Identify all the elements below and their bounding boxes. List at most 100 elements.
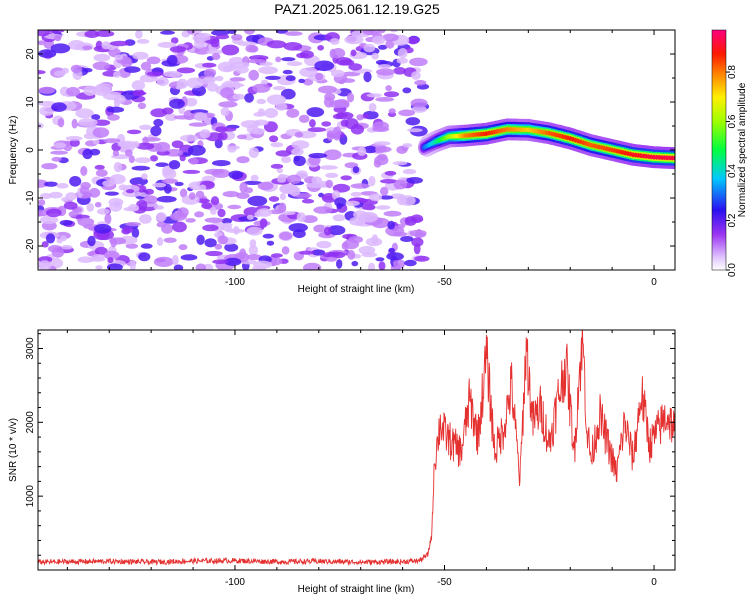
noise-blob <box>342 239 359 250</box>
noise-blob <box>378 261 386 270</box>
noise-blob <box>361 252 378 258</box>
noise-blob <box>161 178 178 184</box>
noise-blob <box>281 246 290 255</box>
noise-blob <box>246 226 263 236</box>
noise-blob <box>307 127 327 133</box>
noise-blob <box>140 243 153 249</box>
noise-blob <box>396 195 407 206</box>
noise-blob <box>106 106 125 113</box>
noise-blob <box>214 243 223 250</box>
noise-blob <box>224 257 242 266</box>
noise-blob <box>194 39 205 49</box>
noise-blob <box>94 246 108 256</box>
noise-blob <box>51 247 65 258</box>
noise-blob <box>248 45 259 53</box>
signal-point <box>584 141 588 146</box>
noise-blob <box>92 254 105 260</box>
noise-blob <box>156 237 164 246</box>
signal-point <box>633 152 638 158</box>
x-tick-label: -100 <box>225 577 245 588</box>
noise-blob <box>331 69 345 78</box>
noise-blob <box>38 86 56 94</box>
noise-blob <box>368 193 382 202</box>
noise-blob <box>224 243 239 252</box>
noise-blob <box>303 78 314 86</box>
noise-blob <box>47 30 65 34</box>
noise-blob <box>141 173 148 180</box>
noise-blob <box>140 61 152 71</box>
noise-blob <box>113 71 121 78</box>
x-tick-label: -100 <box>225 277 245 288</box>
noise-blob <box>156 212 167 222</box>
noise-blob <box>380 186 389 196</box>
spectrogram-signal-track <box>418 118 675 170</box>
noise-blob <box>170 212 187 221</box>
noise-blob <box>93 139 100 145</box>
noise-blob <box>272 86 286 91</box>
noise-blob <box>54 70 66 77</box>
chart-title: PAZ1.2025.061.12.19.G25 <box>274 1 440 17</box>
noise-blob <box>215 126 228 133</box>
noise-blob <box>404 259 417 267</box>
noise-blob <box>157 41 177 48</box>
signal-point <box>660 155 664 161</box>
noise-blob <box>228 170 244 180</box>
noise-blob <box>407 36 419 45</box>
noise-blob <box>303 262 322 270</box>
noise-blob <box>104 191 119 196</box>
noise-blob <box>383 91 400 98</box>
noise-blob <box>146 71 164 77</box>
noise-blob <box>165 113 178 121</box>
noise-blob <box>166 54 178 66</box>
noise-blob <box>138 252 151 262</box>
noise-blob <box>252 83 271 93</box>
noise-blob <box>176 78 188 89</box>
signal-point <box>639 153 643 159</box>
noise-blob <box>168 160 181 170</box>
noise-blob <box>382 33 399 42</box>
noise-blob <box>250 174 259 182</box>
noise-blob <box>215 75 224 82</box>
noise-blob <box>231 34 243 41</box>
noise-blob <box>291 140 310 150</box>
signal-point <box>631 152 635 158</box>
noise-blob <box>413 232 426 238</box>
noise-blob <box>410 214 424 223</box>
noise-blob <box>313 206 333 214</box>
noise-blob <box>350 49 357 57</box>
noise-blob <box>38 199 46 206</box>
noise-blob <box>368 176 376 187</box>
noise-blob <box>156 76 169 87</box>
noise-blob <box>164 149 184 157</box>
noise-blob <box>227 204 242 210</box>
noise-blob <box>350 183 371 189</box>
signal-point <box>513 127 517 132</box>
noise-blob <box>299 50 314 59</box>
noise-blob <box>222 191 240 198</box>
noise-blob <box>221 44 240 56</box>
noise-blob <box>356 114 364 121</box>
noise-blob <box>68 211 78 218</box>
noise-blob <box>319 165 338 170</box>
noise-blob <box>184 97 198 107</box>
noise-blob <box>413 243 421 255</box>
noise-blob <box>146 56 161 65</box>
noise-blob <box>131 165 151 171</box>
signal-point <box>474 132 478 138</box>
noise-blob <box>93 119 111 126</box>
noise-blob <box>379 179 398 184</box>
noise-blob <box>266 94 286 106</box>
noise-blob <box>393 258 405 270</box>
noise-blob <box>375 257 385 262</box>
noise-blob <box>294 131 304 138</box>
noise-blob <box>236 134 247 140</box>
noise-blob <box>236 156 250 164</box>
noise-blob <box>132 90 146 97</box>
snr-panel: -100 -50 0 1000 2000 3000 Height of straight … <box>8 329 676 595</box>
noise-blob <box>321 121 332 127</box>
noise-blob <box>59 219 73 226</box>
noise-blob <box>53 142 67 149</box>
noise-blob <box>135 30 143 39</box>
noise-blob <box>348 63 363 71</box>
noise-blob <box>409 57 428 67</box>
